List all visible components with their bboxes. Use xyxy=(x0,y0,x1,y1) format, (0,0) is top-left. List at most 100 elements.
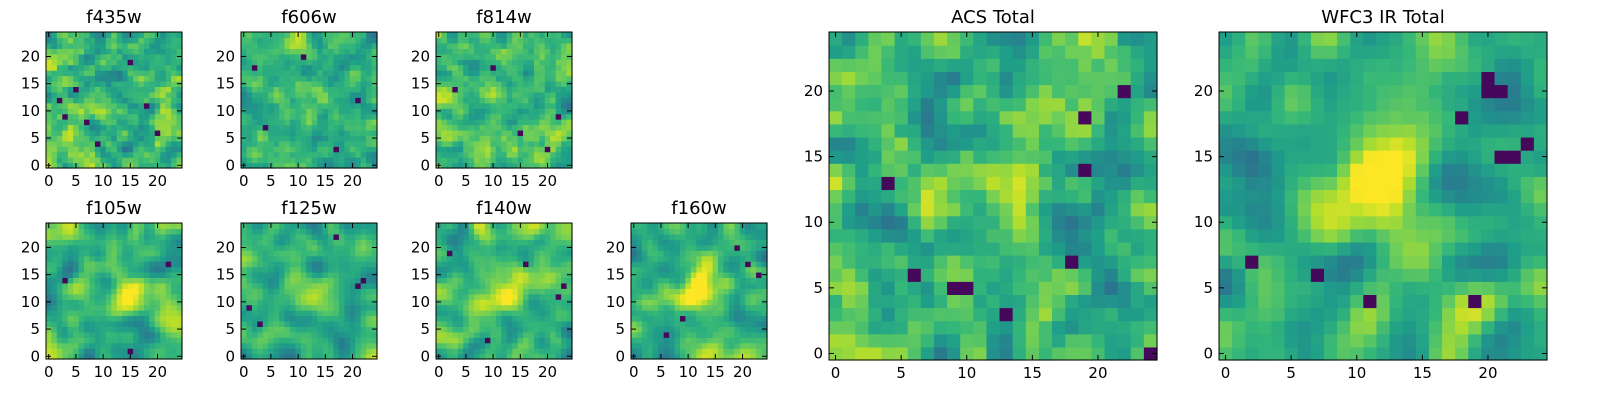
heatmap-cell xyxy=(690,304,697,311)
heatmap-cell xyxy=(652,326,659,333)
heatmap-cell xyxy=(517,244,524,251)
heatmap-cell xyxy=(436,37,443,44)
heatmap-cell xyxy=(501,320,508,327)
heatmap-cell xyxy=(550,91,557,98)
heatmap-cell xyxy=(1130,346,1145,361)
heatmap-cell xyxy=(94,277,101,284)
heatmap-cell xyxy=(561,310,568,317)
heatmap-cell xyxy=(550,80,557,87)
heatmap-cell xyxy=(143,151,150,158)
heatmap-cell xyxy=(1052,307,1066,322)
heatmap-cell xyxy=(56,119,63,126)
heatmap-cell xyxy=(544,53,551,60)
heatmap-cell xyxy=(311,304,318,311)
heatmap-cell xyxy=(94,320,101,327)
heatmap-cell xyxy=(67,119,74,126)
heatmap-cell xyxy=(149,261,156,268)
heatmap-cell xyxy=(122,124,129,131)
heatmap-cell xyxy=(338,129,345,136)
heatmap-cell xyxy=(636,223,643,230)
heatmap-cell xyxy=(344,315,351,322)
heatmap-cell xyxy=(333,124,340,131)
heatmap-cell xyxy=(306,80,313,87)
heatmap-cell xyxy=(355,288,362,295)
heatmap-cell xyxy=(311,342,318,349)
heatmap-cell xyxy=(100,266,107,273)
heatmap-cell xyxy=(73,124,80,131)
heatmap-cell xyxy=(750,310,757,317)
heatmap-cell xyxy=(734,282,741,289)
heatmap-cell xyxy=(143,129,150,136)
heatmap-cell xyxy=(750,315,757,322)
heatmap-cell xyxy=(555,228,562,235)
heatmap-cell xyxy=(295,140,302,147)
heatmap-cell xyxy=(457,326,464,333)
heatmap-cell xyxy=(366,288,373,295)
panel-title: f140w xyxy=(476,198,531,219)
heatmap-cell xyxy=(452,266,459,273)
heatmap-cell xyxy=(636,337,643,344)
heatmap-cell xyxy=(495,271,502,278)
heatmap-cell xyxy=(160,342,167,349)
heatmap-cell xyxy=(360,70,367,77)
heatmap-cell xyxy=(133,282,140,289)
heatmap-cell xyxy=(344,53,351,60)
heatmap-cell xyxy=(295,42,302,49)
heatmap-cell xyxy=(1065,333,1079,348)
heatmap-cell xyxy=(105,162,112,169)
heatmap-cell xyxy=(457,320,464,327)
heatmap-cell xyxy=(94,108,101,115)
panel-title: f606w xyxy=(281,7,336,28)
heatmap-cell xyxy=(94,124,101,131)
heatmap-cell xyxy=(550,299,557,306)
heatmap-cell xyxy=(463,228,470,235)
heatmap-cell xyxy=(685,293,692,300)
heatmap-cell xyxy=(133,299,140,306)
heatmap-cell xyxy=(734,342,741,349)
heatmap-cell xyxy=(176,59,183,66)
heatmap-cell xyxy=(868,294,883,309)
heatmap-cell xyxy=(143,91,150,98)
heatmap-cell xyxy=(533,320,540,327)
heatmap-cell xyxy=(138,162,145,169)
heatmap-cell xyxy=(501,353,508,360)
heatmap-cell xyxy=(116,135,123,142)
heatmap-cell xyxy=(1143,189,1158,204)
heatmap-cell xyxy=(674,233,681,240)
heatmap-cell xyxy=(366,239,373,246)
heatmap-cell xyxy=(56,151,63,158)
heatmap-cell xyxy=(533,310,540,317)
heatmap-cell xyxy=(257,80,264,87)
heatmap-cell xyxy=(669,255,676,262)
heatmap-cell xyxy=(251,86,258,93)
heatmap-cell xyxy=(1117,281,1132,295)
heatmap-cell xyxy=(495,277,502,284)
heatmap-cell xyxy=(111,135,118,142)
heatmap-cell xyxy=(338,37,345,44)
heatmap-cell xyxy=(300,331,307,338)
x-tick-label: 0 xyxy=(434,363,444,381)
heatmap-cell xyxy=(539,119,546,126)
heatmap-cell xyxy=(300,277,307,284)
heatmap-cell xyxy=(251,108,258,115)
heatmap-cell xyxy=(127,250,134,257)
heatmap-cell xyxy=(920,281,935,295)
heatmap-cell xyxy=(533,53,540,60)
heatmap-cell xyxy=(355,42,362,49)
heatmap-cell xyxy=(452,353,459,360)
heatmap-cell xyxy=(947,333,961,348)
heatmap-cell xyxy=(246,288,253,295)
heatmap-cell xyxy=(78,233,85,240)
heatmap-cell xyxy=(474,48,481,55)
heatmap-cell xyxy=(78,315,85,322)
heatmap-cell xyxy=(262,239,269,246)
heatmap-cell xyxy=(273,80,280,87)
heatmap-cell xyxy=(100,261,107,268)
heatmap-cell xyxy=(251,129,258,136)
heatmap-cell xyxy=(138,146,145,153)
heatmap-cell xyxy=(273,331,280,338)
heatmap-cell xyxy=(94,146,101,153)
heatmap-cell xyxy=(457,331,464,338)
heatmap-cell xyxy=(468,42,475,49)
heatmap-cell xyxy=(116,80,123,87)
